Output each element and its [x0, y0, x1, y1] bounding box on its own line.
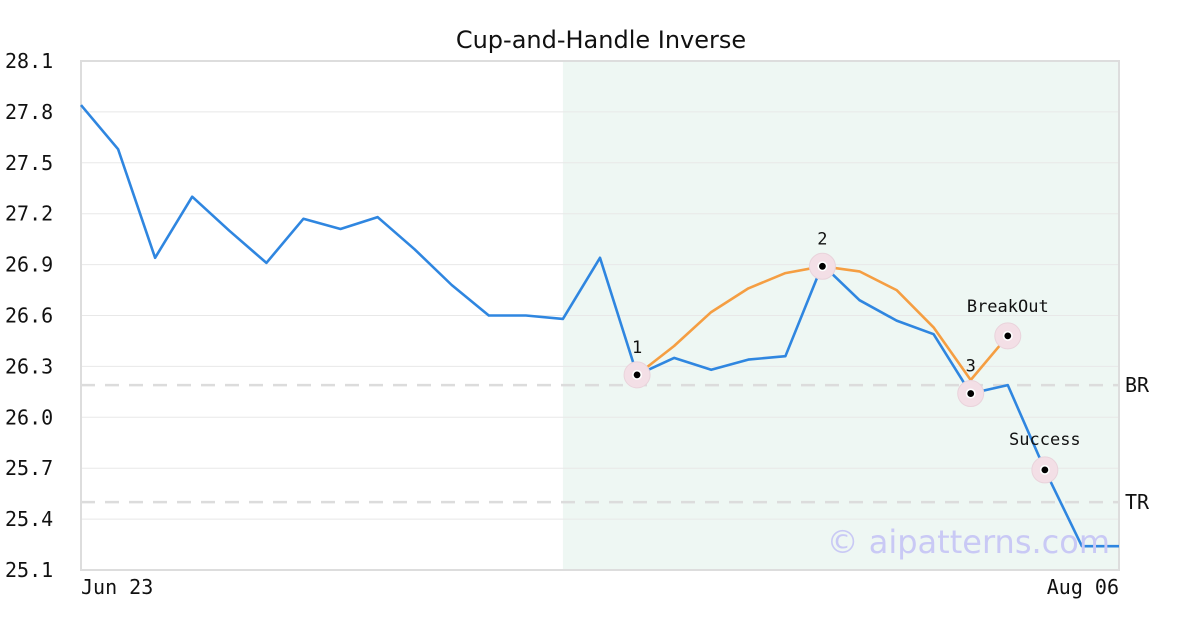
- annotation-label: 2: [817, 229, 827, 249]
- y-axis-ticks: 28.1 27.8 27.5 27.2 26.9 26.6 26.3 26.0 25.7 25.4…: [5, 49, 53, 582]
- chart-title: Cup-and-Handle Inverse: [456, 26, 746, 54]
- watermark: © aipatterns.com: [827, 523, 1110, 561]
- annotation-label: Success: [1009, 430, 1081, 450]
- y-tick-label: 27.8: [5, 100, 53, 124]
- series-line: [80, 104, 1119, 548]
- y-tick-label: 28.1: [5, 49, 53, 73]
- annotation-marker: [965, 388, 976, 399]
- y-tick-label: 25.7: [5, 456, 53, 480]
- y-tick-label: 26.9: [5, 253, 53, 277]
- y-tick-label: 27.5: [5, 151, 53, 175]
- y-tick-label: 25.1: [5, 558, 53, 582]
- y-tick-label: 26.0: [5, 405, 53, 429]
- y-tick-label: 25.4: [5, 507, 53, 531]
- annotation-label: 1: [632, 338, 642, 358]
- annotation-label: 3: [966, 357, 976, 377]
- level-label: BR: [1125, 373, 1150, 397]
- annotation-label: BreakOut: [967, 297, 1049, 317]
- y-tick-label: 26.6: [5, 304, 53, 328]
- x-tick-label: Aug 06: [1047, 575, 1119, 599]
- y-tick-label: 27.2: [5, 202, 53, 226]
- x-axis-ticks: Jun 23 Aug 06: [81, 575, 1119, 599]
- plot-frame: [80, 60, 1120, 571]
- annotation-layer: 1 2 3 BreakOut Success: [623, 229, 1081, 484]
- y-tick-label: 26.3: [5, 354, 53, 378]
- annotation-marker: [632, 369, 643, 380]
- series-layer: [80, 104, 1119, 548]
- annotation-marker: [1039, 464, 1050, 475]
- x-tick-label: Jun 23: [81, 575, 153, 599]
- annotation-marker: [817, 261, 828, 272]
- level-label: TR: [1125, 490, 1150, 514]
- level-lines: BR TR: [81, 373, 1150, 514]
- annotation-marker: [1002, 330, 1013, 341]
